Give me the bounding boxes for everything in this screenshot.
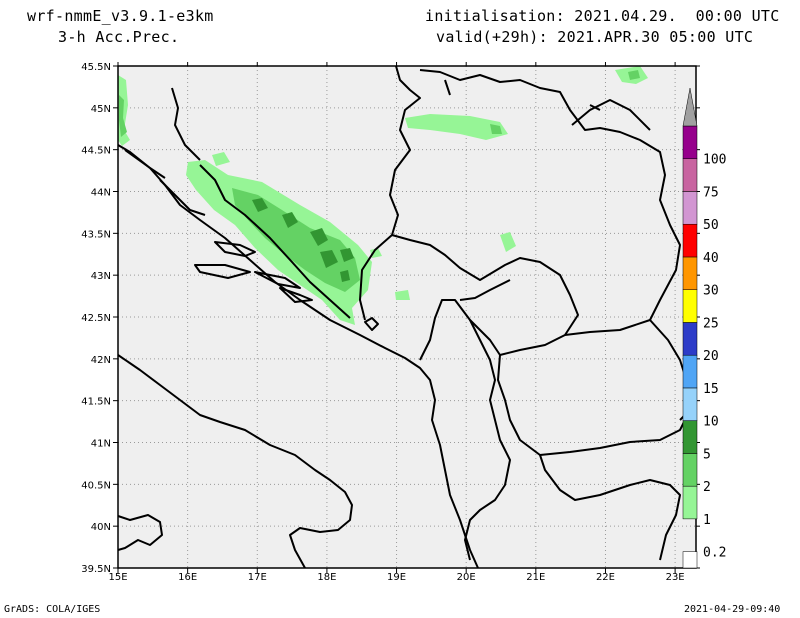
colorbar-label: 10 <box>703 415 719 430</box>
lon-label: 19E <box>387 572 406 583</box>
colorbar-swatch <box>682 453 698 487</box>
colorbar-swatch <box>682 256 698 290</box>
colorbar-swatch <box>682 125 698 159</box>
colorbar-arrow <box>682 87 698 127</box>
lat-label: 40.5N <box>81 480 111 491</box>
lon-label: 15E <box>108 572 127 583</box>
lon-label: 22E <box>596 572 615 583</box>
colorbar-label: 30 <box>703 284 719 299</box>
colorbar-label: 0.2 <box>703 546 726 561</box>
colorbar-swatch <box>682 485 698 520</box>
colorbar-label: 20 <box>703 349 719 364</box>
lat-label: 40N <box>91 522 111 533</box>
coastline-border-lines <box>117 65 691 569</box>
lon-label: 21E <box>526 572 545 583</box>
initialisation-time: initialisation: 2021.04.29. 00:00 UTC <box>425 7 780 25</box>
valid-time: valid(+29h): 2021.APR.30 05:00 UTC <box>436 28 754 46</box>
render-timestamp: 2021-04-29-09:40 <box>684 604 781 615</box>
colorbar-label: 100 <box>703 153 726 168</box>
colorbar-label: 75 <box>703 185 719 200</box>
longitude-labels: 15E 16E 17E 18E 19E 20E 21E 22E 23E <box>108 572 684 583</box>
lat-label: 44N <box>91 188 111 199</box>
lat-label: 44.5N <box>81 146 111 157</box>
colorbar-swatch <box>682 289 698 323</box>
colorbar-swatch <box>682 420 698 454</box>
colorbar-label: 2 <box>703 480 711 495</box>
lat-label: 43.5N <box>81 229 111 240</box>
grads-credit: GrADS: COLA/IGES <box>4 604 101 615</box>
colorbar-label: 25 <box>703 316 719 331</box>
latitude-labels: 45.5N 45N 44.5N 44N 43.5N 43N 42.5N 42N 41.5N 41N… <box>81 62 111 575</box>
colorbar-swatch <box>682 551 698 569</box>
colorbar-label: 1 <box>703 513 711 528</box>
colorbar-swatch <box>682 223 698 258</box>
colorbar-swatch <box>682 387 698 421</box>
colorbar-swatch <box>682 322 698 356</box>
colorbar-swatch <box>682 354 698 389</box>
colorbar-label: 50 <box>703 218 719 233</box>
lat-label: 41.5N <box>81 397 111 408</box>
lat-label: 42N <box>91 355 111 366</box>
colorbar-label: 40 <box>703 251 719 266</box>
axis-ticks <box>113 62 700 573</box>
colorbar-swatch <box>682 158 698 192</box>
colorbar-label: 5 <box>703 447 711 462</box>
lat-label: 45.5N <box>81 62 111 73</box>
colorbar-label: 15 <box>703 382 719 397</box>
lon-label: 16E <box>178 572 197 583</box>
field-title: 3-h Acc.Prec. <box>58 28 180 46</box>
lat-label: 39.5N <box>81 564 111 575</box>
precipitation-field <box>118 66 648 325</box>
lon-label: 20E <box>457 572 476 583</box>
lon-label: 17E <box>248 572 267 583</box>
model-title: wrf-nmmE_v3.9.1-e3km <box>27 7 214 25</box>
lat-label: 43N <box>91 271 111 282</box>
lat-label: 41N <box>91 439 111 450</box>
lat-label: 45N <box>91 104 111 115</box>
lon-label: 23E <box>666 572 685 583</box>
lon-label: 18E <box>317 572 336 583</box>
lat-label: 42.5N <box>81 313 111 324</box>
colorbar-swatch <box>682 191 698 225</box>
